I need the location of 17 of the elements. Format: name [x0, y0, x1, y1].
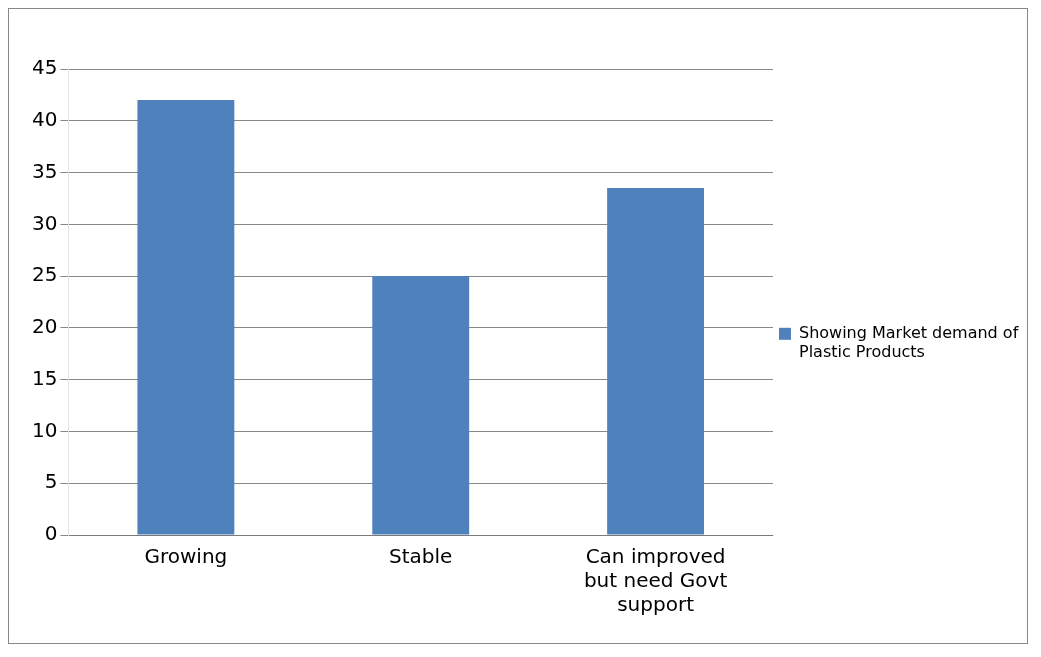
- y-tick-label: 25: [32, 262, 58, 287]
- y-tick-label: 35: [32, 158, 58, 183]
- bar: [372, 276, 470, 535]
- y-tick-label: 40: [32, 106, 58, 131]
- legend-label: Showing Market demand of Plastic Products: [799, 322, 1019, 362]
- y-tick-label: 10: [32, 417, 58, 442]
- y-tick-label: 20: [32, 314, 58, 339]
- y-tick-label: 30: [32, 210, 58, 235]
- bar: [137, 100, 235, 535]
- y-tick-label: 0: [44, 521, 58, 546]
- x-tick-label: Can improved but need Govt support: [583, 544, 728, 617]
- y-tick-label: 5: [44, 469, 58, 494]
- x-tick-label: Growing: [144, 544, 228, 569]
- x-tick-label: Stable: [389, 544, 453, 569]
- y-tick-label: 45: [32, 55, 58, 80]
- y-tick-label: 15: [32, 365, 58, 390]
- bar: [607, 188, 705, 535]
